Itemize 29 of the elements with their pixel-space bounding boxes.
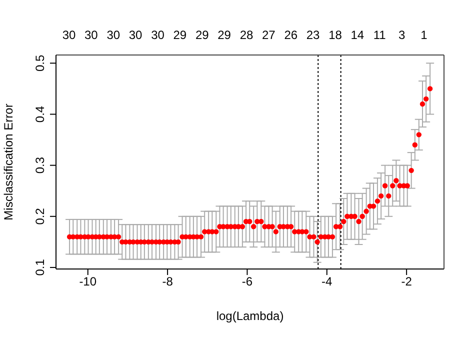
y-tick-label: 0.3 <box>33 156 47 174</box>
text: 29 <box>173 28 187 42</box>
y-axis-title: Misclassification Error <box>1 104 16 220</box>
y-tick-label: 0.4 <box>33 106 47 123</box>
text: 30 <box>128 28 142 42</box>
y-tick-label: 0.1 <box>33 258 47 276</box>
text: 29 <box>218 28 231 42</box>
text: 27 <box>262 28 276 42</box>
x-axis-title: log(Lambda) <box>216 309 284 323</box>
text: 30 <box>151 28 164 42</box>
text: 30 <box>106 28 120 42</box>
text: 28 <box>240 28 254 42</box>
text: 23 <box>306 28 320 42</box>
text: 30 <box>84 28 98 42</box>
text: 26 <box>284 28 298 42</box>
x-tick-label: -6 <box>242 274 253 289</box>
x-tick-label: -8 <box>162 274 174 289</box>
text: 18 <box>328 28 342 42</box>
x-tick-label: -2 <box>401 274 412 289</box>
text: 1 <box>420 28 428 42</box>
x-tick-label: -4 <box>322 274 333 289</box>
text: 3 <box>398 28 406 42</box>
x-tick-label: -10 <box>79 274 97 289</box>
y-tick-label: 0.5 <box>33 54 47 72</box>
text: 30 <box>62 28 76 42</box>
text: 11 <box>373 28 386 42</box>
y-tick-label: 0.2 <box>33 208 47 225</box>
text: 29 <box>195 28 209 42</box>
text: 14 <box>350 28 364 42</box>
